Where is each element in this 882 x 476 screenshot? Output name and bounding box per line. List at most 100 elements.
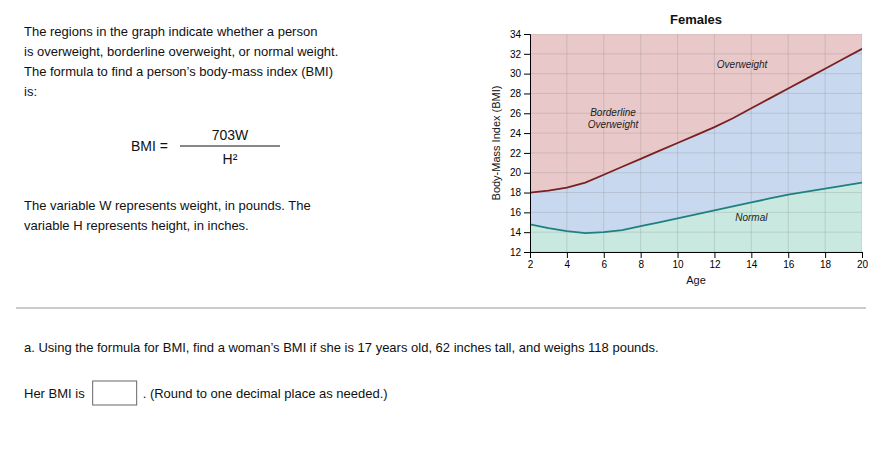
paragraph-line: The regions in the graph indicate whethe… xyxy=(24,24,317,39)
grid-line xyxy=(530,192,862,193)
grid-line xyxy=(530,133,862,134)
tick-mark xyxy=(524,252,530,253)
grid-line xyxy=(714,34,715,252)
grid-line xyxy=(530,152,862,153)
tick-mark xyxy=(524,212,530,213)
paragraph-line: The formula to find a person’s body-mass… xyxy=(24,64,333,79)
tick-mark xyxy=(825,252,826,258)
grid-line xyxy=(530,53,862,54)
tick-label: 8 xyxy=(638,259,644,270)
region-label-line: Overweight xyxy=(717,59,769,70)
tick-label: 26 xyxy=(510,108,522,119)
paragraph-line: is overweight, borderline overweight, or… xyxy=(24,44,338,59)
tick-mark xyxy=(524,74,530,75)
y-tick: 18 xyxy=(510,187,530,198)
region-label: Normal xyxy=(735,212,768,223)
tick-label: 22 xyxy=(510,148,522,159)
grid-line xyxy=(788,34,789,252)
chart-title: Females xyxy=(670,12,722,27)
y-tick: 34 xyxy=(510,29,530,40)
curve-line xyxy=(530,183,862,234)
tick-label: 28 xyxy=(510,88,522,99)
grid-line xyxy=(825,34,826,252)
grid-line xyxy=(530,113,862,114)
y-tick: 32 xyxy=(510,49,530,60)
tick-label: 4 xyxy=(565,259,571,270)
page: The regions in the graph indicate whethe… xyxy=(0,0,882,476)
tick-label: 20 xyxy=(510,167,522,178)
grid-line xyxy=(566,34,567,252)
tick-mark xyxy=(714,252,715,258)
y-tick: 26 xyxy=(510,108,530,119)
variables-line: The variable W represents weight, in pou… xyxy=(24,198,311,213)
grid-line xyxy=(530,73,862,74)
tick-mark xyxy=(524,232,530,233)
text-section: The regions in the graph indicate whethe… xyxy=(24,24,338,233)
tick-label: 20 xyxy=(857,259,869,270)
tick-mark xyxy=(862,252,863,258)
tick-mark xyxy=(524,173,530,174)
region-label-line: Borderline xyxy=(590,107,636,118)
x-tick: 12 xyxy=(709,252,721,270)
x-tick: 18 xyxy=(820,252,832,270)
x-tick: 4 xyxy=(565,252,571,270)
x-tick: 2 xyxy=(528,252,534,270)
formula-denominator: H² xyxy=(223,151,238,167)
y-axis-title: Body-Mass Index (BMI) xyxy=(490,86,502,201)
tick-label: 10 xyxy=(672,259,684,270)
grid-line xyxy=(862,34,863,252)
grid-line xyxy=(640,34,641,252)
tick-label: 16 xyxy=(783,259,795,270)
y-tick: 14 xyxy=(510,227,530,238)
tick-mark xyxy=(678,252,679,258)
question: a. Using the formula for BMI, find a wom… xyxy=(24,340,659,355)
axis-line xyxy=(531,253,863,259)
region-label-line: Normal xyxy=(735,212,768,223)
tick-label: 16 xyxy=(510,207,522,218)
tick-mark xyxy=(604,252,605,258)
tick-mark xyxy=(567,252,568,258)
region-label: BorderlineOverweight xyxy=(588,107,640,130)
x-tick: 8 xyxy=(638,252,644,270)
grid-line xyxy=(530,93,862,94)
tick-label: 6 xyxy=(601,259,607,270)
x-tick: 20 xyxy=(857,252,869,270)
y-tick: 30 xyxy=(510,68,530,79)
y-tick: 22 xyxy=(510,148,530,159)
y-tick: 12 xyxy=(510,247,530,258)
answer-prefix: Her BMI is xyxy=(24,386,85,401)
fraction-bar xyxy=(180,145,280,146)
x-tick: 16 xyxy=(783,252,795,270)
axis-line xyxy=(524,35,531,253)
grid-line xyxy=(530,252,862,253)
tick-label: 24 xyxy=(510,128,522,139)
grid-line xyxy=(603,34,604,252)
tick-mark xyxy=(788,252,789,258)
tick-label: 32 xyxy=(510,49,522,60)
y-axis: 12 14 16 18 20 22 24 26 28 30 32 34 xyxy=(510,29,531,258)
tick-mark xyxy=(751,252,752,258)
x-axis-title: Age xyxy=(686,274,706,286)
paragraph: The regions in the graph indicate whethe… xyxy=(24,24,338,99)
plot-area xyxy=(530,34,862,252)
y-tick: 16 xyxy=(510,207,530,218)
question-section: a. Using the formula for BMI, find a wom… xyxy=(24,340,659,405)
grid-line xyxy=(530,172,862,173)
tick-mark xyxy=(524,193,530,194)
x-tick: 6 xyxy=(601,252,607,270)
tick-label: 34 xyxy=(510,29,522,40)
tick-label: 2 xyxy=(528,259,534,270)
grid-line xyxy=(530,212,862,213)
answer-suffix: . (Round to one decimal place as needed.… xyxy=(143,386,388,401)
x-tick: 14 xyxy=(746,252,758,270)
x-axis: 2 4 6 8 10 12 14 16 18 20 xyxy=(528,252,869,270)
tick-mark xyxy=(524,113,530,114)
tick-mark xyxy=(524,133,530,134)
tick-label: 30 xyxy=(510,68,522,79)
variables: The variable W represents weight, in pou… xyxy=(24,198,311,233)
tick-label: 12 xyxy=(510,247,522,258)
tick-label: 14 xyxy=(510,227,522,238)
y-tick: 28 xyxy=(510,88,530,99)
answer-box[interactable] xyxy=(93,381,137,405)
paragraph-line: is: xyxy=(24,84,37,99)
